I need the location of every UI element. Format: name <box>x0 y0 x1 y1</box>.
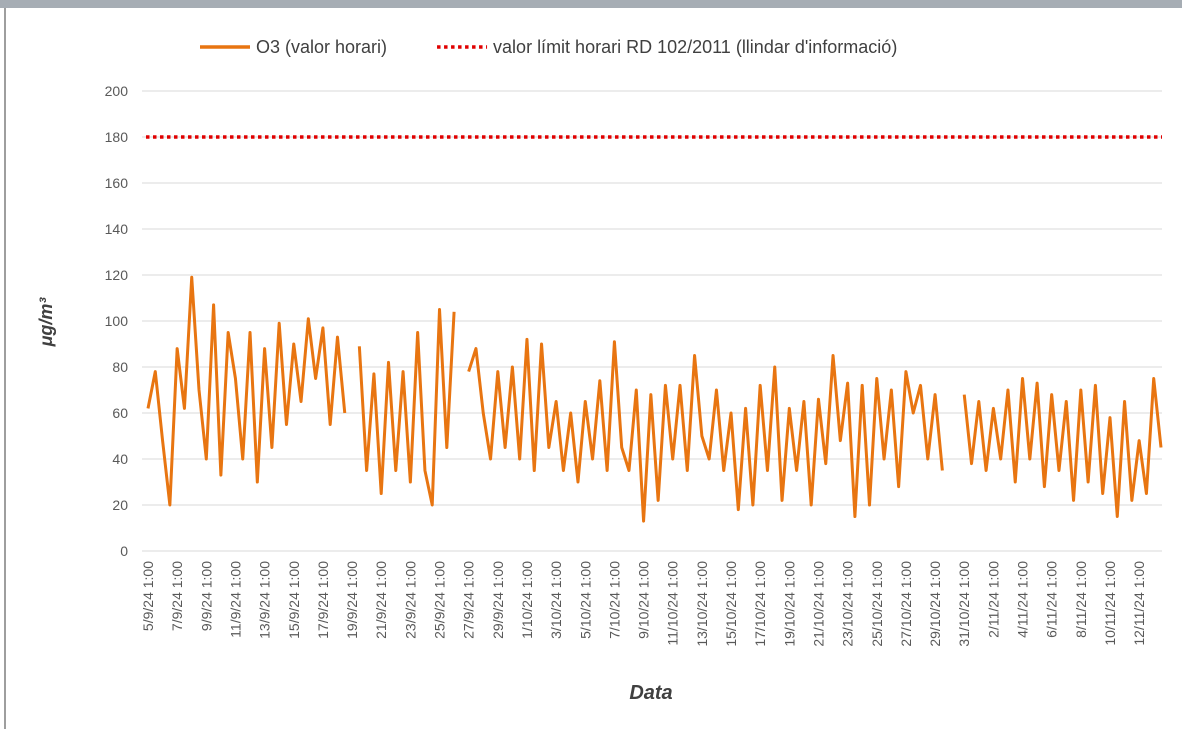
x-tick-label: 6/11/24 1:00 <box>1044 561 1060 638</box>
x-tick-label: 23/10/24 1:00 <box>840 561 856 647</box>
x-tick-label: 25/9/24 1:00 <box>432 561 448 639</box>
x-tick-label: 25/10/24 1:00 <box>869 561 885 647</box>
x-tick-label: 29/10/24 1:00 <box>927 561 943 647</box>
x-tick-label: 5/9/24 1:00 <box>140 561 156 631</box>
x-tick-label: 13/9/24 1:00 <box>257 561 273 639</box>
x-axis-title: Data <box>629 682 672 704</box>
x-tick-label: 31/10/24 1:00 <box>956 561 972 647</box>
y-tick-label: 100 <box>105 313 129 329</box>
x-tick-label: 29/9/24 1:00 <box>490 561 506 639</box>
x-tick-label: 4/11/24 1:00 <box>1015 561 1031 638</box>
y-axis-title: μg/m³ <box>36 297 56 348</box>
x-tick-label: 3/10/24 1:00 <box>548 561 564 639</box>
x-tick-label: 19/9/24 1:00 <box>344 561 360 639</box>
x-tick-label: 15/10/24 1:00 <box>723 561 739 647</box>
x-tick-label: 21/10/24 1:00 <box>810 561 826 647</box>
top-bar <box>0 0 1182 8</box>
x-tick-label: 17/10/24 1:00 <box>752 561 768 647</box>
x-tick-label: 8/11/24 1:00 <box>1073 561 1089 638</box>
x-tick-label: 1/10/24 1:00 <box>519 561 535 639</box>
y-tick-label: 120 <box>105 267 129 283</box>
x-tick-label: 12/11/24 1:00 <box>1131 561 1147 646</box>
data-line <box>146 275 1163 523</box>
x-tick-label: 10/11/24 1:00 <box>1102 561 1118 646</box>
x-tick-label: 27/9/24 1:00 <box>461 561 477 639</box>
x-tick-label: 15/9/24 1:00 <box>286 561 302 639</box>
x-tick-label: 27/10/24 1:00 <box>898 561 914 647</box>
x-tick-label: 23/9/24 1:00 <box>402 561 418 639</box>
x-tick-label: 17/9/24 1:00 <box>315 561 331 639</box>
x-tick-label: 2/11/24 1:00 <box>985 561 1001 638</box>
y-tick-label: 200 <box>105 83 129 99</box>
x-tick-label: 9/10/24 1:00 <box>636 561 652 639</box>
x-tick-label: 7/9/24 1:00 <box>169 561 185 631</box>
x-tick-label: 11/9/24 1:00 <box>227 561 243 638</box>
y-tick-label: 80 <box>112 359 128 375</box>
x-tick-label: 11/10/24 1:00 <box>665 561 681 646</box>
y-tick-label: 60 <box>112 405 128 421</box>
y-tick-label: 140 <box>105 221 129 237</box>
x-tick-label: 19/10/24 1:00 <box>781 561 797 647</box>
y-tick-label: 20 <box>112 497 128 513</box>
y-tick-label: 40 <box>112 451 128 467</box>
x-tick-label: 9/9/24 1:00 <box>198 561 214 631</box>
y-tick-label: 160 <box>105 175 129 191</box>
legend-label: O3 (valor horari) <box>256 37 387 57</box>
x-tick-label: 21/9/24 1:00 <box>373 561 389 639</box>
y-tick-label: 0 <box>120 543 128 559</box>
x-tick-label: 5/10/24 1:00 <box>577 561 593 639</box>
x-tick-label: 13/10/24 1:00 <box>694 561 710 647</box>
y-tick-label: 180 <box>105 129 129 145</box>
x-tick-label: 7/10/24 1:00 <box>606 561 622 639</box>
legend-label: valor límit horari RD 102/2011 (llindar … <box>493 37 897 57</box>
